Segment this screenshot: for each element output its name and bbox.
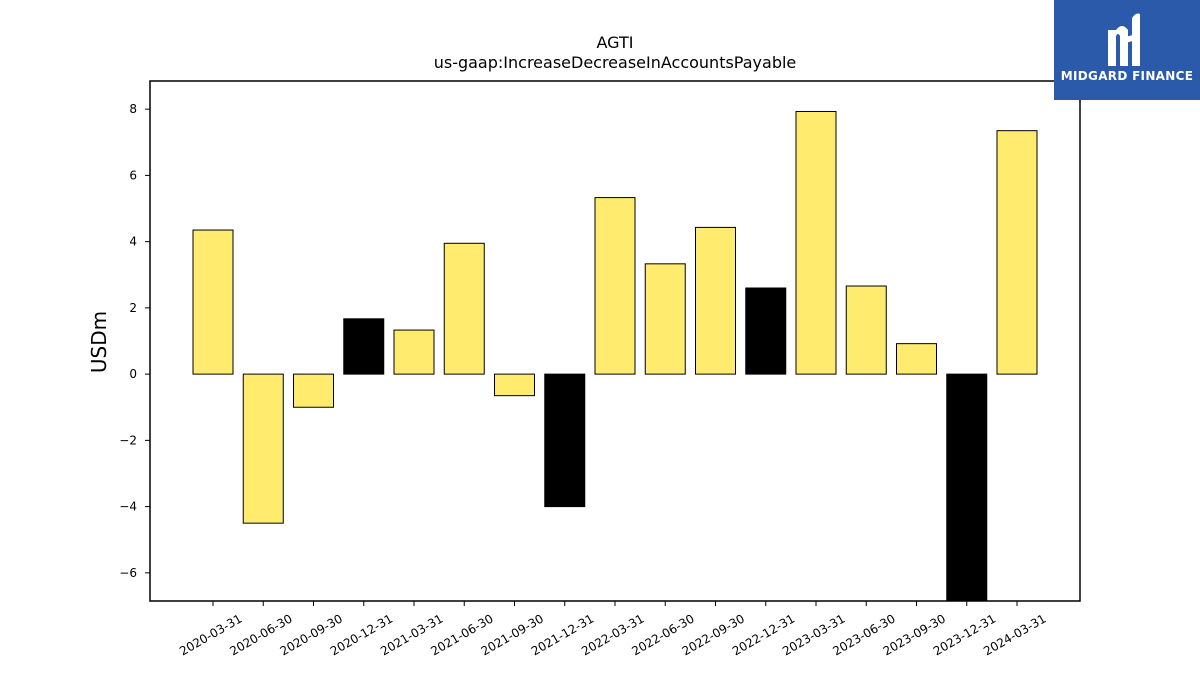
bar-2022-06-30 [644,263,686,375]
bars-group [192,110,1038,602]
y-tick-label: −6 [119,566,137,580]
y-tick-label: 4 [129,235,137,249]
brand-name: MIDGARD FINANCE [1060,69,1194,83]
chart-title: AGTI [597,33,634,52]
x-ticks-group: 2020-03-312020-06-302020-09-302020-12-31… [177,601,1049,658]
bar-2024-03-31 [996,130,1038,375]
bar-2021-06-30 [443,242,485,375]
bar-2020-03-31 [192,229,234,375]
bar-2023-12-31 [946,373,988,602]
bar-2021-09-30 [494,373,535,397]
bar-2020-12-31 [343,318,385,375]
plot-frame [149,80,1081,602]
bar-2021-12-31 [544,373,586,508]
chart-subtitle: us-gaap:IncreaseDecreaseInAccountsPayabl… [434,53,797,72]
midgard-m-logo-icon [1108,13,1140,66]
bar-2023-09-30 [896,343,937,375]
y-tick-label: 8 [129,102,137,116]
bar-2022-12-31 [745,287,787,375]
y-tick-label: −2 [119,433,137,447]
y-axis-label: USDm [87,311,111,373]
y-tick-label: 2 [129,301,137,315]
bar-2022-09-30 [695,226,736,375]
bar-2023-06-30 [845,285,887,375]
y-ticks-group: −6 −4 −2 0 2 4 6 8 [119,102,150,580]
brand-logo: MIDGARD FINANCE [1054,0,1200,100]
y-tick-label: −4 [119,500,137,514]
bar-2022-03-31 [594,197,636,375]
bar-2021-03-31 [393,329,435,375]
bar-2020-09-30 [293,373,334,408]
bar-2023-03-31 [795,110,837,375]
y-tick-label: 6 [129,168,137,182]
y-tick-label: 0 [129,367,137,381]
bar-2020-06-30 [242,373,284,524]
